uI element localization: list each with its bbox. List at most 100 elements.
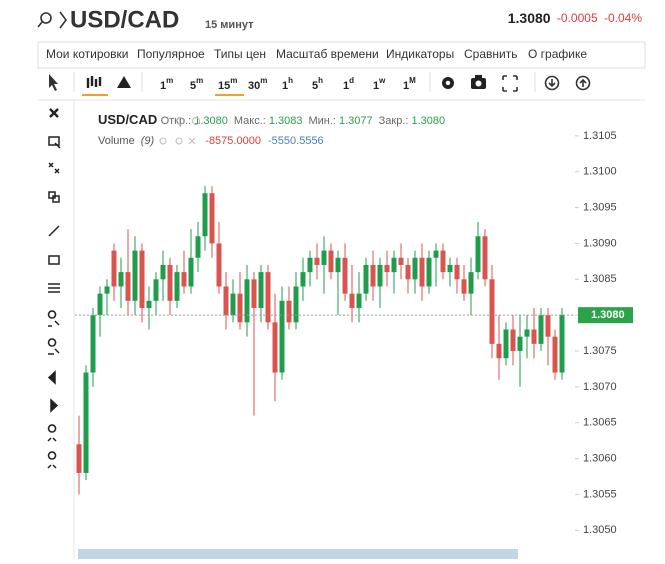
candle-body [321,250,327,265]
timeframe[interactable]: 1d [343,76,354,92]
volume-strip [78,549,518,559]
candle-body [139,250,145,308]
candle-body [132,250,138,301]
candle-body [195,236,201,258]
timeframe-number: 1 [282,80,288,92]
candle-body [188,257,194,287]
candle-body [377,264,383,287]
candle-body [258,272,264,308]
legend-label: Откр.: [161,115,192,127]
area-type-icon[interactable] [117,76,131,88]
download-icon[interactable] [544,75,560,91]
candle-body [433,250,439,258]
price: 1.3080 [508,10,551,26]
timeframe[interactable]: 15m [218,76,237,92]
y-tick-label: 1.3060 [583,453,617,465]
candle-body [370,264,376,287]
volume-value: -5550.5556 [268,135,324,147]
timeframe-number: 1 [403,80,409,92]
timeframe[interactable]: 1m [160,76,173,92]
zoom-in[interactable] [47,310,60,327]
menu-item[interactable]: Популярное [137,47,205,61]
settings-icon[interactable] [192,117,200,125]
candle-body [440,250,446,273]
legend-label: Мин.: [308,115,336,127]
tool[interactable] [48,136,61,149]
candle-body [426,257,432,287]
candle-body [489,279,495,344]
timeframe-unit: M [409,76,416,85]
candle-body [146,300,152,308]
candle-body [538,315,544,344]
scroll-right[interactable] [50,398,59,413]
tool[interactable] [47,451,57,469]
candle-body [384,264,390,273]
menu-item[interactable]: Типы цен [214,47,266,61]
timeframe-unit: h [288,76,293,85]
candle-body [174,272,180,301]
remove-tool[interactable] [49,108,59,118]
candle-body [230,293,236,316]
candle-body [559,315,565,373]
menu-item[interactable]: Индикаторы [386,47,454,61]
candle-body [454,264,460,280]
tool[interactable] [47,424,57,442]
y-tick-label: 1.3075 [583,345,617,357]
trend-tool[interactable] [48,225,60,237]
timeframe[interactable]: 30m [248,76,267,92]
candle-body [552,336,558,373]
candle-body [216,243,222,287]
menu-item[interactable]: Сравнить [464,47,517,61]
timeframe[interactable]: 1M [403,76,416,92]
candle-body [335,257,341,273]
candle-body [447,264,453,273]
candle-body [349,293,355,308]
volume-icons [159,137,196,145]
settings-icon[interactable] [442,77,454,89]
candle-body [153,279,159,301]
screenshot-icon[interactable] [471,75,486,89]
rect-tool[interactable] [48,255,60,265]
y-tick-label: 1.3100 [583,166,617,178]
candle-body [496,343,502,359]
last-price-tag [578,307,633,324]
timeframe[interactable]: 5m [190,76,203,92]
fullscreen-icon[interactable] [502,75,518,92]
last-price-label: 1.3080 [591,309,625,321]
scroll-left[interactable] [47,370,56,385]
legend-label: Макс.: [234,115,266,127]
menu-item[interactable]: О графике [528,47,587,61]
candle-body [202,193,208,237]
eye-icon[interactable] [176,117,184,125]
candle-type-icon[interactable] [86,76,102,88]
timeframe[interactable]: 1h [282,76,293,92]
tool[interactable] [48,162,60,174]
search-icon[interactable] [37,12,52,28]
candle-body [524,329,530,337]
upload-icon[interactable] [575,75,591,91]
volume-name: Volume [98,135,135,147]
candle-body [167,264,173,301]
timeframe-number: 1 [373,80,379,92]
timeframe[interactable]: 1w [373,76,386,92]
fib-tool[interactable] [48,283,60,293]
tool[interactable] [48,191,60,203]
volume-value: -8575.0000 [205,135,261,147]
candle-body [398,257,404,265]
y-tick-label: 1.3085 [583,273,617,285]
change: -0.0005 [557,11,598,25]
zoom-out[interactable] [47,338,60,355]
timeframe[interactable]: 5h [312,76,323,92]
menu-item[interactable]: Масштаб времени [276,47,379,61]
volume-legend: Volume (9) -8575.0000 -5550.5556 [98,135,324,147]
interval: 15 минут [205,19,254,31]
candle-body [293,286,299,323]
cursor-icon[interactable] [49,74,58,91]
candle-body [328,250,334,273]
candle-body [363,264,369,294]
candle-body [286,300,292,323]
candle-body [90,315,96,373]
menu-item[interactable]: Мои котировки [46,47,129,61]
candle-body [475,236,481,273]
